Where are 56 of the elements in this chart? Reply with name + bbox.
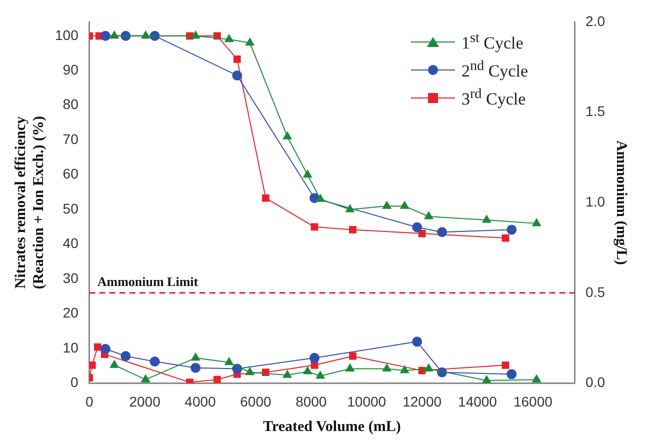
point <box>100 30 110 41</box>
y-tick-label: 30 <box>62 270 79 286</box>
legend-label: 3$^{rd}$ Cycle <box>461 86 526 110</box>
y-tick-label: 50 <box>62 200 79 216</box>
point <box>232 70 242 80</box>
y2-tick-label: 1.5 <box>586 103 606 120</box>
point <box>245 38 254 46</box>
y2-axis-title: Ammonium (mg/L) <box>613 140 630 265</box>
y-tick-label: 80 <box>62 96 79 112</box>
x-tick-label: 16000 <box>513 393 553 410</box>
y-axis-title: Nitrates removal efficiency (Reaction + Ion Exch.) (%) <box>12 116 47 290</box>
x-tick-label: 14000 <box>458 393 498 410</box>
legend-label: 2$^{nd}$ Cycle <box>461 58 528 82</box>
legend-label: 1$^{st}$ Cycle <box>461 30 524 54</box>
y-tick-label: 40 <box>62 235 79 252</box>
point <box>316 194 325 202</box>
y2-tick-label: 0.0 <box>586 374 606 390</box>
y-tick-label: 70 <box>62 130 79 147</box>
point <box>262 194 270 202</box>
y2-tick-label: 2.0 <box>586 12 606 29</box>
x-axis-title: Treated Volume (mL) <box>263 418 401 435</box>
y-tick-label: 90 <box>62 61 79 78</box>
y2-tick-label: 0.5 <box>586 284 606 300</box>
point <box>506 224 517 235</box>
x-tick-label: 8000 <box>296 393 327 410</box>
point <box>482 214 492 223</box>
x-tick-label: 0 <box>85 393 94 410</box>
x-tick-label: 2000 <box>129 393 161 410</box>
ref-line-label: Ammonium Limit <box>97 274 199 289</box>
point <box>502 234 510 242</box>
point <box>349 226 356 234</box>
x-tick-label: 6000 <box>240 393 272 410</box>
x-tick-label: 12000 <box>402 393 442 410</box>
x-tick-label: 10000 <box>347 393 386 410</box>
y-tick-label: 60 <box>62 166 79 182</box>
x-tick-label: 4000 <box>184 393 216 410</box>
point <box>191 30 200 39</box>
point <box>346 204 354 212</box>
y-tick-label: 0 <box>70 374 79 390</box>
point <box>141 30 150 39</box>
point <box>532 218 541 226</box>
point <box>310 223 318 231</box>
point <box>233 55 241 63</box>
point <box>424 211 434 220</box>
point <box>412 222 422 232</box>
y-tick-label: 100 <box>55 26 79 43</box>
y2-tick-label: 1.0 <box>586 193 606 210</box>
point <box>303 170 312 178</box>
point <box>437 227 448 238</box>
point <box>224 34 234 42</box>
point <box>400 201 409 209</box>
point <box>110 30 119 39</box>
point <box>382 201 392 209</box>
y-tick-label: 10 <box>62 339 79 356</box>
y-tick-label: 20 <box>62 304 79 321</box>
point <box>282 132 292 140</box>
